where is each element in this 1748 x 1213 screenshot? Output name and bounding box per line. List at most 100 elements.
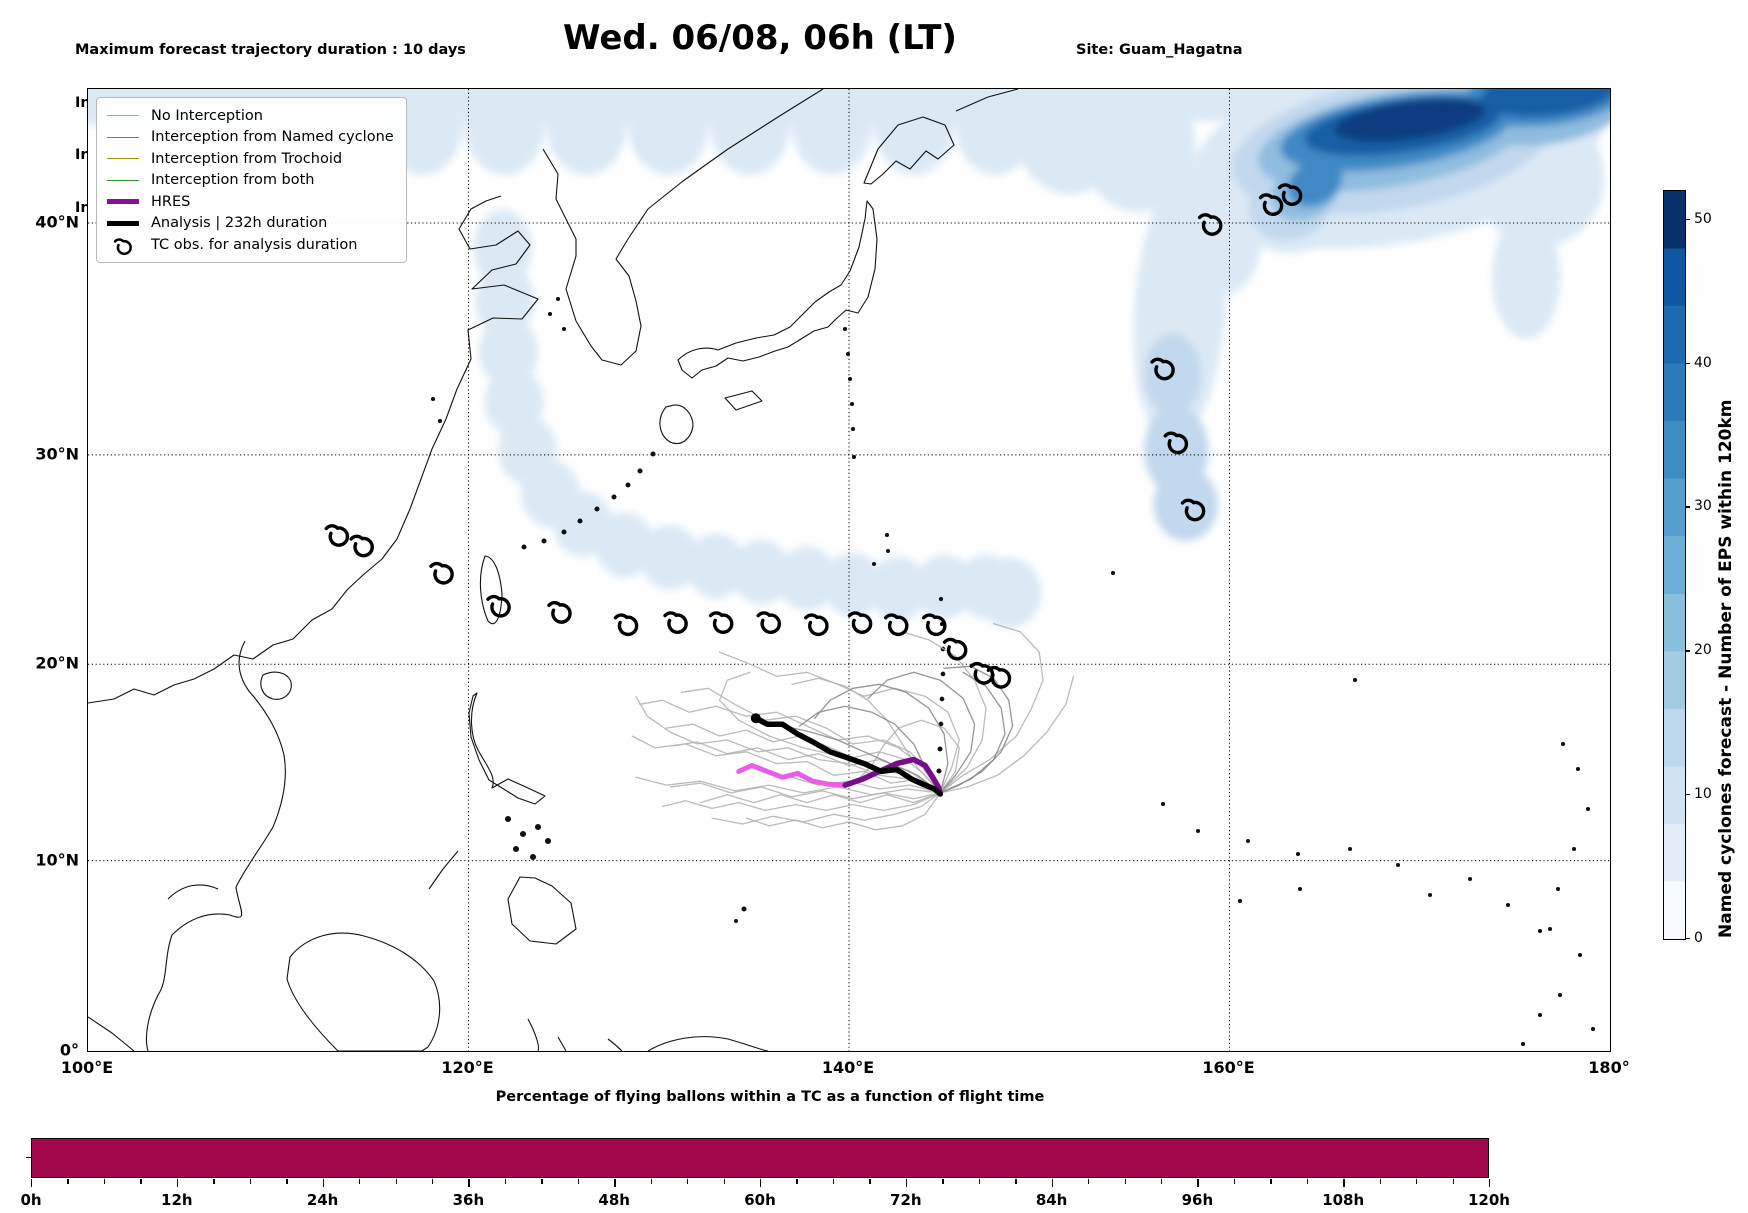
island-dot <box>1297 886 1303 892</box>
island-dot <box>1590 1026 1596 1032</box>
balloon-axis-tick <box>1197 1179 1199 1187</box>
balloon-axis-tick <box>869 1179 871 1184</box>
balloon-axis-tick <box>431 1179 434 1184</box>
balloon-axis-tick-label: 0h <box>20 1191 42 1209</box>
colorbar-tick-label: 40 <box>1694 354 1712 371</box>
legend-item-label: No Interception <box>151 107 263 124</box>
island-dot <box>1555 886 1561 892</box>
density-blob <box>955 89 1036 176</box>
island-dot <box>547 311 553 317</box>
legend-item: Interception from Named cyclone <box>107 127 394 149</box>
balloon-axis-tick <box>31 1179 33 1187</box>
balloon-axis-tick <box>577 1179 580 1184</box>
eps-trajectory <box>867 671 976 794</box>
density-blob <box>1081 89 1196 213</box>
island-dot <box>561 326 567 332</box>
coastline-path <box>479 555 503 625</box>
balloon-axis-tick-label: 60h <box>744 1191 776 1209</box>
y-axis-tick-label: 0° <box>59 1040 79 1060</box>
balloon-axis-tick <box>176 1179 179 1187</box>
density-blob <box>868 556 928 621</box>
balloon-axis-tick <box>103 1179 106 1184</box>
legend-swatch <box>107 199 139 205</box>
balloon-axis-tick <box>1343 1179 1345 1187</box>
legend-swatch <box>107 220 139 226</box>
tc-obs-marker <box>547 601 572 624</box>
legend-item: Analysis | 232h duration <box>107 213 394 235</box>
island-dot <box>611 494 617 500</box>
legend-item: Interception from Trochoid <box>107 148 394 170</box>
eps-trajectory <box>635 776 941 796</box>
island-dot <box>577 518 583 524</box>
island-dot <box>845 351 851 357</box>
island-dot <box>938 721 944 727</box>
island-dot <box>1537 928 1543 934</box>
y-axis-tick-label: 10°N <box>35 850 79 870</box>
density-blob <box>473 209 533 286</box>
island-dot <box>1575 766 1581 772</box>
island-dot <box>529 853 537 861</box>
coastline-path <box>527 1018 769 1051</box>
y-axis-tick-label: 30°N <box>35 444 79 464</box>
eps-trajectory <box>855 719 960 794</box>
density-blob <box>791 89 872 176</box>
legend-item-label: Interception from Named cyclone <box>151 129 394 146</box>
island-dot <box>1547 926 1553 932</box>
island-dot <box>938 596 944 602</box>
eps-trajectory <box>718 651 960 794</box>
tc-obs-marker <box>708 611 734 634</box>
balloon-axis-tick <box>760 1179 762 1187</box>
coastline-path <box>863 116 955 185</box>
coastline-path <box>724 390 763 411</box>
island-dot <box>851 454 857 460</box>
balloon-axis-tick <box>286 1179 288 1184</box>
eps-trajectory <box>814 683 949 794</box>
tc-obs-marker <box>429 561 454 585</box>
colorbar-tick <box>1685 794 1690 796</box>
island-dot <box>1352 677 1358 683</box>
page-title: Wed. 06/08, 06h (LT) <box>563 18 957 58</box>
legend-item: TC obs. for analysis duration <box>107 234 394 256</box>
balloon-axis-tick <box>942 1179 944 1184</box>
eps-trajectory <box>661 792 941 812</box>
balloon-axis-tick <box>796 1179 798 1184</box>
eps-trajectory <box>939 622 1044 794</box>
colorbar-tick-label: 50 <box>1694 210 1712 227</box>
balloon-axis-tick <box>322 1179 324 1187</box>
eps-trajectory <box>635 695 941 794</box>
island-dot <box>1245 838 1251 844</box>
density-blob <box>464 89 545 176</box>
island-dot <box>871 561 877 567</box>
balloon-axis-tick <box>1452 1179 1454 1184</box>
balloon-axis-tick <box>395 1179 397 1184</box>
density-blob <box>823 552 883 617</box>
colorbar-tick-label: 20 <box>1694 642 1712 659</box>
balloon-axis-tick <box>140 1179 142 1184</box>
balloon-axis-tick <box>905 1179 908 1187</box>
y-axis-tick-label: 40°N <box>35 212 79 232</box>
balloon-axis-tick <box>1051 1179 1053 1187</box>
coastline-path <box>167 884 219 900</box>
analysis-track-start <box>750 713 761 724</box>
legend-swatch <box>107 136 139 138</box>
island-dot <box>512 845 520 853</box>
tc-obs-marker <box>486 594 511 618</box>
island-dot <box>1295 851 1301 857</box>
balloon-axis-tick <box>723 1179 725 1184</box>
balloon-axis-tick-label: 108h <box>1322 1191 1365 1209</box>
island-dot <box>1160 801 1166 807</box>
eps-trajectory <box>711 792 941 825</box>
island-dot <box>849 401 855 407</box>
tc-obs-marker <box>804 613 829 637</box>
balloon-axis-tick-label: 36h <box>452 1191 485 1209</box>
x-axis-tick-label: 100°E <box>60 1058 114 1077</box>
colorbar-tick <box>1685 650 1690 652</box>
eps-trajectory <box>669 782 941 800</box>
island-dot <box>650 451 656 457</box>
eps-trajectory <box>639 699 941 794</box>
legend-item: Interception from both <box>107 170 394 192</box>
island-dot <box>940 671 946 677</box>
balloon-axis-tick <box>1124 1179 1126 1184</box>
island-dot <box>842 326 848 332</box>
density-blob <box>914 554 974 619</box>
